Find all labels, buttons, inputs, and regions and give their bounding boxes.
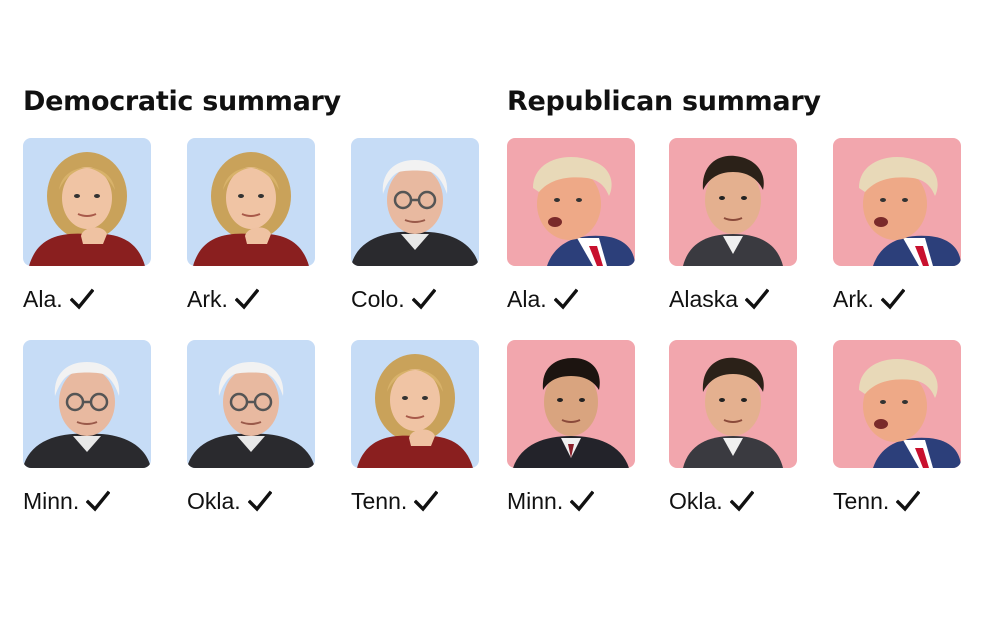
check-icon xyxy=(69,288,94,310)
check-icon xyxy=(880,288,905,310)
result-card: Ark. xyxy=(187,138,315,312)
republican-grid: Ala. Alaska Ark. Minn. Okla. Tenn. xyxy=(507,138,967,528)
check-icon xyxy=(896,490,921,512)
check-icon xyxy=(86,490,111,512)
result-label: Ark. xyxy=(833,286,961,312)
democratic-title: Democratic summary xyxy=(23,86,341,117)
candidate-photo-trump xyxy=(833,340,961,468)
result-label: Minn. xyxy=(507,488,635,514)
state-name: Ark. xyxy=(187,286,228,312)
portrait-rubio xyxy=(513,358,629,468)
portrait-sanders xyxy=(23,362,151,468)
result-label: Ark. xyxy=(187,286,315,312)
candidate-photo-cruz xyxy=(669,138,797,266)
check-icon xyxy=(234,288,259,310)
result-label: Alaska xyxy=(669,286,797,312)
check-icon xyxy=(570,490,595,512)
check-icon xyxy=(247,490,272,512)
portrait-clinton xyxy=(357,354,473,468)
candidate-photo-sanders xyxy=(23,340,151,468)
state-name: Okla. xyxy=(187,488,241,514)
result-card: Tenn. xyxy=(833,340,961,514)
candidate-photo-rubio xyxy=(507,340,635,468)
portrait-cruz xyxy=(683,357,783,468)
state-name: Minn. xyxy=(23,488,80,514)
check-icon xyxy=(745,288,770,310)
portrait-sanders xyxy=(351,160,479,266)
republican-title: Republican summary xyxy=(507,86,821,117)
result-card: Colo. xyxy=(351,138,479,312)
democratic-panel: Democratic summary Ala. Ark. Colo. Minn.… xyxy=(23,84,483,528)
portrait-trump xyxy=(859,359,961,468)
result-label: Minn. xyxy=(23,488,151,514)
result-label: Ala. xyxy=(507,286,635,312)
check-icon xyxy=(553,288,578,310)
candidate-photo-sanders xyxy=(351,138,479,266)
state-name: Ark. xyxy=(833,286,874,312)
result-card: Minn. xyxy=(507,340,635,514)
result-label: Tenn. xyxy=(351,488,479,514)
portrait-clinton xyxy=(29,152,145,266)
result-card: Okla. xyxy=(187,340,315,514)
state-name: Tenn. xyxy=(833,488,890,514)
portrait-clinton xyxy=(193,152,309,266)
democratic-grid: Ala. Ark. Colo. Minn. Okla. Tenn. xyxy=(23,138,483,528)
candidate-photo-clinton xyxy=(351,340,479,468)
state-name: Alaska xyxy=(669,286,739,312)
portrait-trump xyxy=(859,157,961,266)
candidate-photo-cruz xyxy=(669,340,797,468)
republican-panel: Republican summary Ala. Alaska Ark. Minn… xyxy=(507,84,967,528)
result-label: Colo. xyxy=(351,286,479,312)
check-icon xyxy=(414,490,439,512)
state-name: Minn. xyxy=(507,488,564,514)
result-label: Tenn. xyxy=(833,488,961,514)
state-name: Colo. xyxy=(351,286,405,312)
portrait-trump xyxy=(533,157,635,266)
result-card: Ala. xyxy=(23,138,151,312)
result-label: Ala. xyxy=(23,286,151,312)
result-card: Ark. xyxy=(833,138,961,312)
candidate-photo-sanders xyxy=(187,340,315,468)
state-name: Ala. xyxy=(23,286,63,312)
check-icon xyxy=(411,288,436,310)
result-label: Okla. xyxy=(669,488,797,514)
result-card: Tenn. xyxy=(351,340,479,514)
candidate-photo-clinton xyxy=(187,138,315,266)
state-name: Okla. xyxy=(669,488,723,514)
result-card: Ala. xyxy=(507,138,635,312)
check-icon xyxy=(729,490,754,512)
result-card: Alaska xyxy=(669,138,797,312)
candidate-photo-trump xyxy=(507,138,635,266)
candidate-photo-trump xyxy=(833,138,961,266)
result-card: Okla. xyxy=(669,340,797,514)
candidate-photo-clinton xyxy=(23,138,151,266)
result-card: Minn. xyxy=(23,340,151,514)
state-name: Tenn. xyxy=(351,488,408,514)
state-name: Ala. xyxy=(507,286,547,312)
result-label: Okla. xyxy=(187,488,315,514)
portrait-cruz xyxy=(683,155,783,266)
portrait-sanders xyxy=(187,362,315,468)
